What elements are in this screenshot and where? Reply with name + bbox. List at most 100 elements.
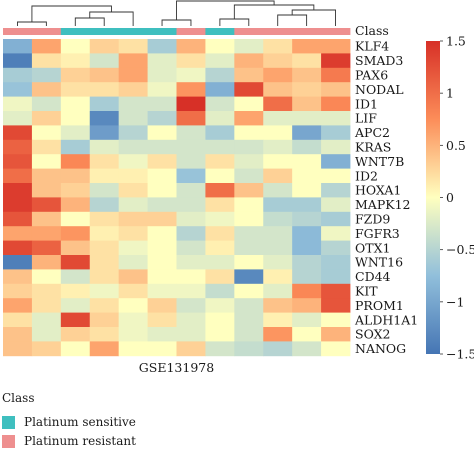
heatmap-cell [89,240,120,256]
heatmap-cell [321,96,351,112]
heatmap-cell [31,255,62,270]
row-label-id1: ID1 [355,96,378,111]
row-label-prom1: PROM1 [355,298,404,313]
heatmap-cell [176,183,206,198]
heatmap-cell [321,240,351,256]
heatmap-cell [60,111,91,126]
heatmap-cell [118,67,148,83]
heatmap-cell [176,111,206,126]
annotation-cell [205,28,235,35]
heatmap-cell [60,154,91,169]
heatmap-cell [263,183,293,198]
heatmap-cell [234,139,264,155]
heatmap-cell [60,211,91,227]
dendrogram-link [89,11,134,26]
heatmap-cell [176,240,206,256]
heatmap-cell [31,139,62,155]
heatmap-cell [234,125,264,141]
heatmap-cell [89,139,120,155]
heatmap-cell [31,125,62,141]
heatmap-cell [205,168,235,184]
heatmap-cell [176,197,206,213]
color-scale-tick-label: −1.5 [446,347,474,362]
row-label-hoxa1: HOXA1 [355,183,401,198]
heatmap-cell [205,111,235,126]
heatmap-cell [234,111,264,126]
heatmap-cell [89,211,120,227]
heatmap-cell [292,139,322,155]
heatmap-cell [89,327,120,342]
heatmap-cell [234,298,264,313]
heatmap-cell [176,312,206,328]
heatmap-cell [205,96,235,112]
heatmap-cell [176,298,206,313]
heatmap-cell [292,154,322,169]
heatmap-cell [118,341,148,357]
heatmap-cell [292,298,322,313]
row-label-wnt16: WNT16 [355,255,403,270]
dendrogram-link [161,19,192,26]
row-labels: KLF4SMAD3PAX6NODALID1LIFAPC2KRASWNT7BID2… [354,39,418,356]
row-label-mapk12: MAPK12 [355,197,410,212]
heatmap-cell [147,226,177,241]
heatmap-cell [321,111,351,126]
heatmap-cell [118,226,148,241]
heatmap-cell [292,197,322,213]
heatmap-cell [321,255,351,270]
heatmap-cell [176,154,206,169]
heatmap-cell [89,39,120,54]
heatmap-cell [118,327,148,342]
heatmap-cell [321,39,351,54]
heatmap-cell [3,125,33,141]
heatmap-cell [60,283,91,299]
heatmap-cell [147,67,177,83]
heatmap-cell [176,67,206,83]
row-label-lif: LIF [355,111,377,126]
heatmap-cell [3,96,33,112]
row-label-cd44: CD44 [355,269,391,284]
heatmap-cell [31,111,62,126]
heatmap-cell [31,67,62,83]
legend-label-resistant: Platinum resistant [24,434,136,448]
heatmap-cell [118,168,148,184]
heatmap-cell [31,312,62,328]
legend-item-sensitive: Platinum sensitive [2,414,136,430]
heatmap-cell [234,82,264,97]
heatmap-cell [292,111,322,126]
heatmap-cell [321,139,351,155]
row-label-apc2: APC2 [354,125,390,140]
heatmap-cell [118,53,148,69]
heatmap-cell [147,283,177,299]
heatmap-cell [321,125,351,141]
heatmap-cell [147,298,177,313]
heatmap-cell [118,197,148,213]
heatmap-cell [292,96,322,112]
heatmap-cell [263,139,293,155]
heatmap-cell [234,183,264,198]
heatmap-cell [118,139,148,155]
heatmap-cell [147,211,177,227]
dendrogram-link [176,0,275,20]
heatmap-cell [234,197,264,213]
legend-item-resistant: Platinum resistant [2,433,136,449]
heatmap-cell [205,312,235,328]
heatmap-cell [60,240,91,256]
heatmap-cell [234,341,264,357]
heatmap-cell [292,82,322,97]
row-label-kit: KIT [355,284,378,299]
heatmap-cell [3,111,33,126]
heatmap-cell [263,283,293,299]
heatmap-cell [147,240,177,256]
heatmap-cell [176,53,206,69]
heatmap-cell [118,211,148,227]
row-label-kras: KRAS [355,140,391,155]
heatmap-cell [234,283,264,299]
heatmap-cell [118,255,148,270]
heatmap-cell [31,226,62,241]
color-scale-bar [426,41,440,354]
row-label-aldh1a1: ALDH1A1 [354,312,418,327]
heatmap-cell [176,168,206,184]
annotation-cell [31,28,62,35]
heatmap-cell [89,312,120,328]
annotation-cell [89,28,120,35]
